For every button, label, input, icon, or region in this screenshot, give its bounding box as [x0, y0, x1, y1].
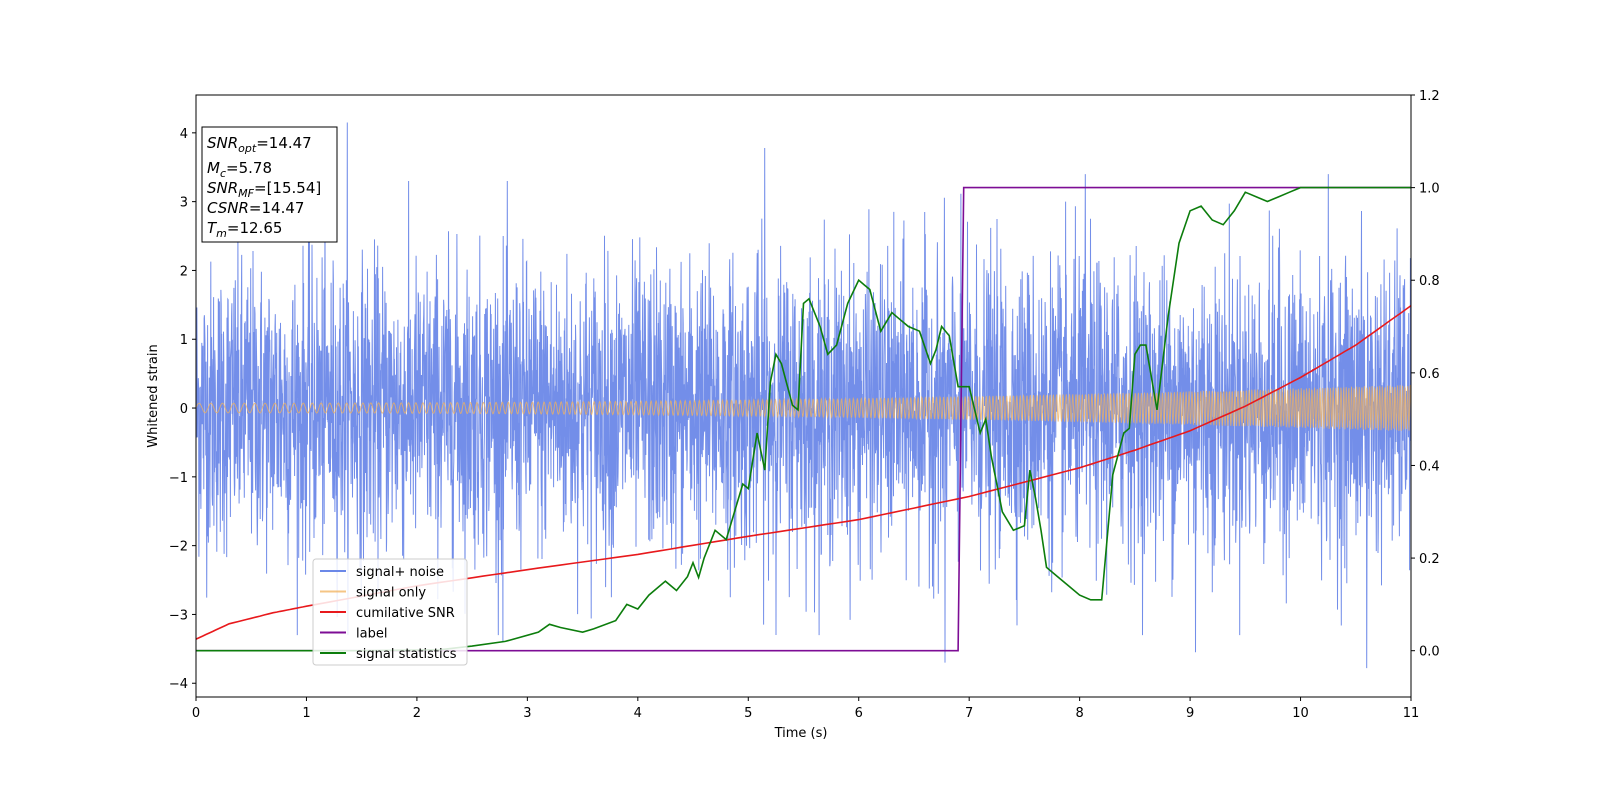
y-tick-label: 4	[180, 127, 188, 142]
series-signal-only	[196, 384, 1411, 432]
info-line: SNRMF=[15.54]	[207, 179, 321, 200]
y2-tick-label: 0.6	[1419, 367, 1440, 382]
series-cumilative-snr	[196, 305, 1411, 640]
y2-tick-label: 1.0	[1419, 182, 1440, 197]
legend: signal+ noise signal only cumilative SNR la…	[312, 558, 468, 666]
x-axis-label: Time (s)	[774, 726, 828, 741]
legend-label: signal+ noise	[356, 565, 444, 580]
y-axis-right: 0.0 0.2 0.4 0.6 0.8 1.0 1.2	[1411, 89, 1440, 660]
x-tick-label: 7	[965, 706, 973, 721]
y-tick-label: 3	[180, 196, 188, 211]
x-tick-label: 0	[192, 706, 200, 721]
legend-label: signal statistics	[356, 647, 457, 662]
series-signal-statistics	[196, 186, 1411, 652]
y-tick-label: 2	[180, 264, 188, 279]
series-layer	[196, 122, 1411, 669]
y-axis-left: −4 −3 −2 −1 0 1 2 3 4	[169, 127, 196, 692]
legend-label: cumilative SNR	[356, 606, 455, 621]
x-tick-label: 5	[744, 706, 752, 721]
legend-label: label	[356, 627, 387, 642]
y-axis-label: Whitened strain	[146, 344, 161, 447]
y-tick-label: −3	[169, 608, 188, 623]
x-tick-label: 4	[634, 706, 642, 721]
x-tick-label: 11	[1403, 706, 1420, 721]
info-line: Mc=5.78	[207, 159, 272, 180]
y-tick-label: −2	[169, 540, 188, 555]
y-tick-label: 1	[180, 333, 188, 348]
y2-tick-label: 0.4	[1419, 459, 1440, 474]
y-tick-label: −4	[169, 677, 188, 692]
x-tick-label: 2	[413, 706, 421, 721]
x-tick-label: 6	[855, 706, 863, 721]
info-box: SNRopt=14.47 Mc=5.78SNRMF=[15.54]CSNR=14.…	[201, 126, 338, 243]
legend-label: signal only	[356, 586, 426, 601]
series-label	[196, 186, 1411, 652]
plot-frame	[195, 94, 1412, 698]
x-tick-label: 9	[1186, 706, 1194, 721]
info-line: SNRopt=14.47	[207, 134, 312, 155]
y2-tick-label: 0.0	[1419, 645, 1440, 660]
x-tick-label: 3	[523, 706, 531, 721]
y2-tick-label: 0.2	[1419, 552, 1440, 567]
y2-tick-label: 0.8	[1419, 274, 1440, 289]
x-tick-label: 8	[1075, 706, 1083, 721]
x-axis: 0 1 2 3 4 5 6 7 8 9 10 11	[192, 697, 1419, 721]
x-tick-label: 1	[302, 706, 310, 721]
y-tick-label: −1	[169, 471, 188, 486]
y-tick-label: 0	[180, 402, 188, 417]
y2-tick-label: 1.2	[1419, 89, 1440, 104]
info-line: Tm=12.65	[207, 219, 282, 240]
x-tick-label: 10	[1292, 706, 1309, 721]
info-line: CSNR=14.47	[207, 199, 304, 217]
